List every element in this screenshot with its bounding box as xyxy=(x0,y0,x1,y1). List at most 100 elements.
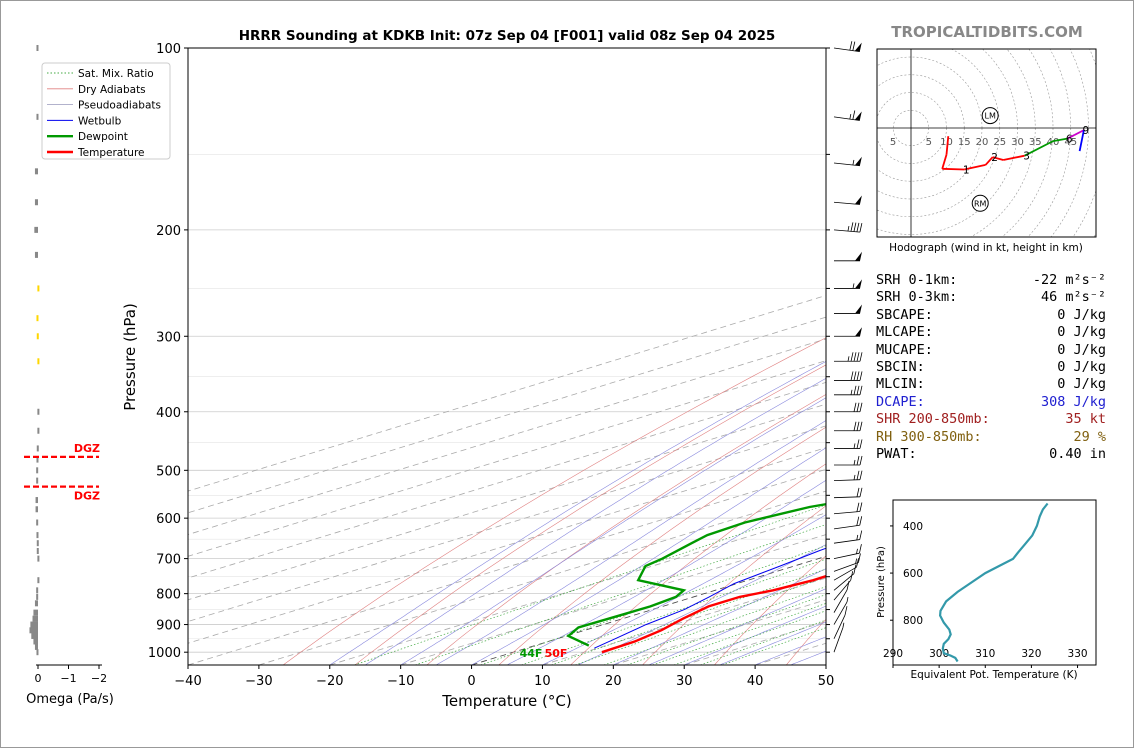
barb-full xyxy=(856,352,860,362)
wind-barb xyxy=(833,544,862,559)
pseudoadiabat xyxy=(613,568,826,665)
stat-row: SBCAPE: 0 J/kg xyxy=(876,307,1106,324)
omega-bar xyxy=(34,643,38,650)
barb-full xyxy=(859,223,863,233)
omega-bar xyxy=(35,506,38,513)
y-tick-label: 200 xyxy=(156,224,181,239)
wind-barb xyxy=(833,596,849,625)
omega-bar xyxy=(37,427,40,434)
isotherm-line xyxy=(188,403,826,601)
x-tick-label: 20 xyxy=(605,674,622,689)
barb-half xyxy=(856,548,858,554)
barb-staff xyxy=(833,552,860,559)
barb-full xyxy=(850,371,854,381)
wind-barb xyxy=(833,558,859,581)
skewt-xlabel: Temperature (°C) xyxy=(441,692,571,710)
omega-bar xyxy=(36,593,39,600)
barb-staff xyxy=(833,601,848,625)
x-tick-label: −40 xyxy=(174,674,201,689)
barb-half xyxy=(852,159,855,166)
stat-row: RH 300-850mb: 29 % xyxy=(876,429,1106,446)
omega-bar xyxy=(31,632,38,639)
stat-label: DCAPE: xyxy=(876,393,925,410)
hodo-ring-label: 40 xyxy=(1047,137,1060,148)
wind-barb xyxy=(833,571,854,601)
omega-bar xyxy=(36,519,39,526)
omega-bar xyxy=(36,467,39,474)
wind-barb xyxy=(833,622,845,653)
omega-bar xyxy=(36,113,39,120)
barb-full xyxy=(853,421,857,431)
omega-bar xyxy=(37,408,40,415)
barb-flag xyxy=(854,111,862,121)
hodo-ring-label: 15 xyxy=(958,137,971,148)
omega-bar xyxy=(36,333,39,340)
barb-full xyxy=(853,385,857,395)
stat-value: 29 % xyxy=(1073,428,1106,445)
wind-barb xyxy=(833,502,863,515)
barb-full xyxy=(859,352,863,362)
barb-full xyxy=(853,352,857,362)
wind-barb xyxy=(833,564,857,591)
x-tick-label: 40 xyxy=(747,674,764,689)
barb-full xyxy=(856,439,860,449)
stat-label: MUCAPE: xyxy=(876,341,933,358)
wind-barb xyxy=(833,530,863,544)
barb-full xyxy=(856,470,860,480)
barb-full xyxy=(856,385,860,395)
mixing-ratio-line xyxy=(722,627,826,665)
theta-e-ytick-label: 600 xyxy=(903,568,923,580)
hodo-ring-label: 30 xyxy=(1011,137,1024,148)
stat-label: MLCAPE: xyxy=(876,324,933,341)
hodo-height-label: 3 xyxy=(1023,151,1030,163)
skewt-axes-frame xyxy=(187,47,827,666)
stat-label: SBCAPE: xyxy=(876,306,933,323)
pseudoadiabat xyxy=(577,544,826,665)
omega-tick-label: −1 xyxy=(60,672,76,685)
surface-temperature-label: 50F xyxy=(545,647,568,660)
theta-e-line xyxy=(938,502,1049,663)
x-tick-label: −10 xyxy=(387,674,414,689)
mixing-ratio-line xyxy=(521,558,826,665)
barb-flag xyxy=(854,156,862,166)
stat-row: SBCIN: 0 J/kg xyxy=(876,359,1106,376)
hodo-segment xyxy=(984,156,994,166)
watermark: TROPICALTIDBITS.COM xyxy=(891,23,1083,41)
omega-bar xyxy=(34,199,38,206)
mixing-ratio-label: 8 xyxy=(1108,461,1113,470)
hodo-segment xyxy=(945,136,950,155)
mixing-ratio-line xyxy=(673,610,826,665)
wind-barb xyxy=(833,110,862,121)
pseudoadiabat xyxy=(435,420,826,665)
omega-bar xyxy=(36,45,39,51)
stat-value: 46 m²s⁻² xyxy=(1040,289,1106,306)
dgz-label: DGZ xyxy=(74,442,100,455)
barb-full xyxy=(859,402,863,412)
omega-tick-label: 0 xyxy=(35,672,42,685)
hodo-segment xyxy=(942,167,965,171)
barb-full xyxy=(856,487,860,497)
barb-half xyxy=(842,622,845,628)
legend-label: Pseudoadiabats xyxy=(78,100,161,112)
barb-staff xyxy=(833,511,860,515)
dry-adiabat xyxy=(570,463,826,665)
omega-bar xyxy=(37,577,40,584)
wind-barb xyxy=(834,327,862,337)
legend-label: Temperature xyxy=(77,147,145,159)
omega-bar xyxy=(36,649,39,656)
wind-barb xyxy=(834,352,863,362)
theta-e-ylabel: Pressure (hPa) xyxy=(876,546,887,618)
mixing-ratio-line xyxy=(415,524,826,665)
hodo-height-label: 1 xyxy=(963,165,970,177)
legend-label: Dry Adiabats xyxy=(78,84,146,96)
barb-staff xyxy=(833,47,860,53)
barb-full xyxy=(850,222,854,232)
hodo-ring-label: 45 xyxy=(1064,137,1077,148)
barb-staff xyxy=(833,579,852,601)
omega-bar xyxy=(37,555,40,562)
barb-full xyxy=(859,544,862,554)
wind-barb xyxy=(833,222,863,233)
hodo-lm-marker xyxy=(981,107,999,125)
wind-barb xyxy=(834,439,863,449)
barb-half xyxy=(856,534,859,541)
